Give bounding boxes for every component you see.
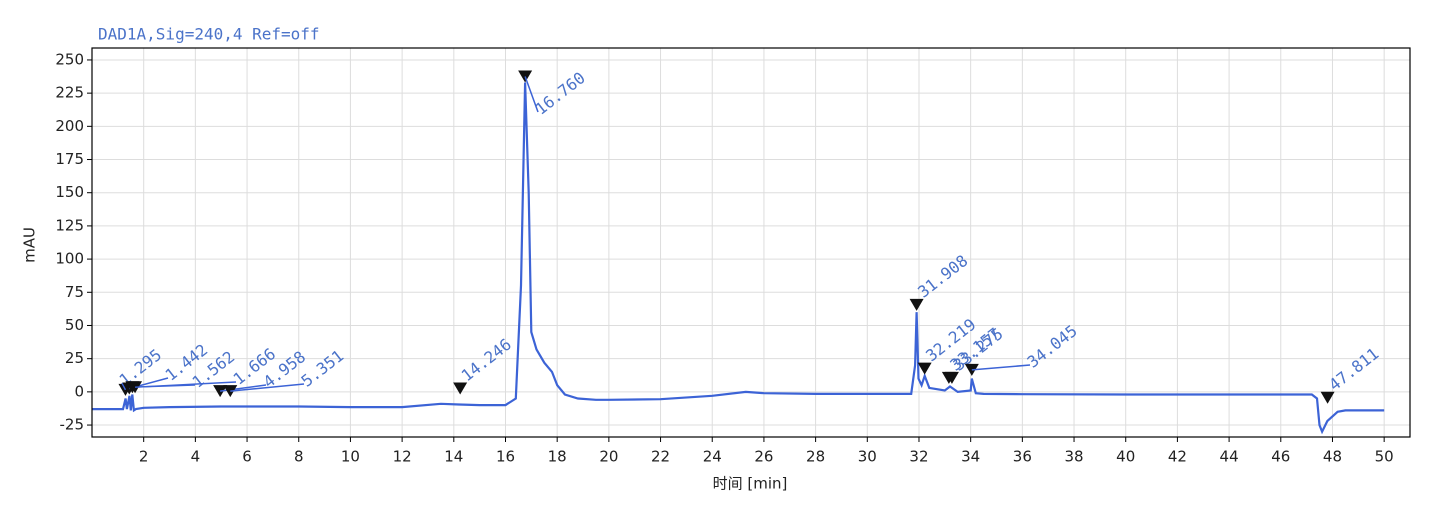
x-tick-label: 24 — [703, 448, 722, 466]
x-tick-label: 2 — [139, 448, 149, 466]
y-tick-label: 225 — [55, 84, 84, 102]
y-tick-label: 125 — [55, 216, 84, 234]
y-tick-label: 150 — [55, 183, 84, 201]
peak-marker — [944, 371, 959, 384]
y-tick-label: 250 — [55, 50, 84, 68]
x-tick-label: 44 — [1220, 448, 1239, 466]
x-tick-label: 36 — [1013, 448, 1032, 466]
x-tick-label: 32 — [909, 448, 928, 466]
x-axis-label: 时间 [min] — [713, 475, 788, 493]
x-tick-label: 14 — [444, 448, 463, 466]
x-tick-label: 40 — [1116, 448, 1135, 466]
leader-line — [135, 381, 237, 388]
y-tick-label: 50 — [65, 316, 84, 334]
x-tick-label: 4 — [191, 448, 201, 466]
leader-line — [971, 364, 1031, 371]
y-tick-label: -25 — [60, 416, 85, 434]
peak-label: 14.246 — [458, 335, 515, 386]
leader-line — [230, 383, 305, 392]
peak-label: 47.811 — [1325, 344, 1382, 395]
y-tick-label: 0 — [74, 382, 84, 400]
x-tick-label: 50 — [1375, 448, 1394, 466]
x-tick-label: 22 — [651, 448, 670, 466]
peak-marker — [453, 382, 468, 395]
peak-marker — [917, 362, 932, 375]
peak-label: 34.045 — [1024, 321, 1081, 372]
y-tick-label: 25 — [65, 349, 84, 367]
y-tick-label: 100 — [55, 250, 84, 268]
x-tick-label: 38 — [1064, 448, 1083, 466]
chart-title: DAD1A,Sig=240,4 Ref=off — [98, 25, 320, 44]
x-tick-label: 26 — [754, 448, 773, 466]
peak-label: 5.351 — [298, 346, 348, 391]
leader-line — [524, 76, 539, 113]
x-tick-label: 20 — [599, 448, 618, 466]
x-tick-label: 12 — [393, 448, 412, 466]
x-tick-label: 10 — [341, 448, 360, 466]
trace — [92, 82, 1385, 435]
peak-marker — [909, 298, 924, 311]
y-tick-label: 75 — [65, 283, 84, 301]
peak-marker — [1320, 391, 1335, 404]
x-tick-label: 46 — [1271, 448, 1290, 466]
y-tick-label: 175 — [55, 150, 84, 168]
x-tick-label: 48 — [1323, 448, 1342, 466]
x-tick-label: 42 — [1168, 448, 1187, 466]
y-axis-label: mAU — [21, 227, 39, 263]
y-tick-label: 200 — [55, 117, 84, 135]
plot-frame — [91, 47, 1411, 438]
x-tick-label: 18 — [548, 448, 567, 466]
x-tick-label: 6 — [242, 448, 252, 466]
x-tick-label: 16 — [496, 448, 515, 466]
x-tick-label: 30 — [858, 448, 877, 466]
x-tick-label: 34 — [961, 448, 980, 466]
x-tick-label: 28 — [806, 448, 825, 466]
leader-line — [121, 382, 127, 391]
x-tick-label: 8 — [294, 448, 304, 466]
